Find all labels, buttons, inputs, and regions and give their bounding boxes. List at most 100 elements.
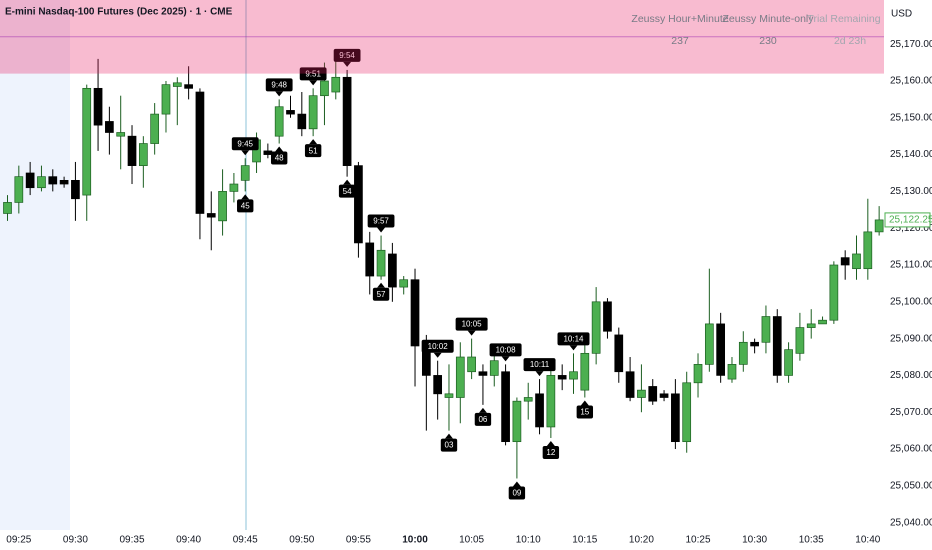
candle-body (795, 327, 805, 354)
candle-body (93, 87, 103, 126)
candle-body (320, 80, 329, 97)
candle-body (127, 135, 137, 166)
candle-body (863, 231, 873, 270)
annotation-box (455, 317, 488, 331)
candle-body (184, 84, 193, 89)
candle-body (105, 121, 114, 133)
candle-body (206, 213, 216, 218)
candle-body (444, 393, 454, 398)
annotation-pointer (241, 150, 250, 156)
annotation-pointer (467, 330, 476, 336)
y-tick-label: 25,160.00 (890, 76, 932, 87)
annotation-label: 9:48 (271, 80, 287, 89)
candle-body (410, 279, 420, 347)
y-tick-label: 25,060.00 (890, 444, 932, 455)
candle-body (738, 341, 748, 365)
annotation-box (304, 144, 322, 158)
candle-body (467, 356, 476, 373)
annotation-box (440, 438, 458, 452)
annotation-label: 54 (343, 187, 352, 196)
y-tick-label: 25,140.00 (890, 149, 932, 160)
x-tick-label: 10:40 (855, 535, 880, 546)
candle-body (263, 150, 273, 155)
candle-body (569, 371, 578, 380)
annotation-box (474, 412, 492, 426)
x-tick-label: 10:25 (686, 535, 711, 546)
annotation-pointer (377, 227, 386, 233)
table-value: 237 (671, 35, 689, 47)
annotation-pointer (275, 91, 284, 97)
annotation-box (372, 287, 390, 301)
x-tick-label: 10:30 (742, 535, 767, 546)
candle-body (286, 110, 295, 115)
candle-body (682, 382, 692, 443)
annotation-label: 10:14 (563, 334, 584, 343)
candle-body (852, 253, 861, 270)
y-tick-label: 25,090.00 (890, 333, 932, 344)
x-tick-label: 09:25 (6, 535, 31, 546)
annotation-box (508, 486, 526, 500)
annotation-label: 03 (445, 441, 454, 450)
annotation-label: 51 (309, 146, 318, 155)
annotation-box (367, 214, 395, 228)
annotation-pointer (309, 139, 318, 145)
candle-body (489, 360, 499, 376)
candle-body (399, 279, 409, 288)
candle-body (478, 371, 488, 376)
candle-body (580, 352, 590, 391)
candle-body (354, 165, 363, 244)
candle-body (512, 400, 522, 443)
chart-title: E-mini Nasdaq-100 Futures (Dec 2025) · 1… (5, 7, 233, 18)
candle-body (71, 179, 80, 200)
candle-body (297, 113, 307, 130)
annotation-pointer (512, 481, 521, 487)
y-tick-label: 25,170.00 (890, 39, 932, 50)
premarket-shading (0, 0, 70, 530)
candle-body (818, 319, 827, 325)
x-tick-label: 10:20 (629, 535, 654, 546)
candle-body (229, 183, 239, 192)
annotation-label: 10:08 (496, 345, 517, 354)
annotation-box (542, 445, 560, 459)
x-tick-label: 10:15 (572, 535, 597, 546)
candle-body (116, 132, 126, 137)
candle-body (840, 257, 850, 266)
annotation-pointer (546, 440, 555, 446)
x-tick-label: 09:50 (289, 535, 314, 546)
candle-body (603, 301, 612, 332)
annotation-label: 48 (275, 154, 284, 163)
y-tick-label: 25,050.00 (890, 480, 932, 491)
candle-body (806, 323, 816, 328)
annotation-label: 9:45 (237, 139, 253, 148)
x-tick-label: 09:30 (63, 535, 88, 546)
annotation-box (265, 78, 293, 92)
table-header: Zeussy Minute-only (722, 13, 814, 25)
candle-body (455, 356, 465, 398)
candle-body (25, 172, 35, 189)
candle-body (648, 386, 658, 402)
candle-body (48, 176, 58, 185)
annotation-box (523, 358, 556, 372)
candle-body (727, 364, 737, 380)
candle-body (704, 323, 714, 365)
last-price-box (884, 212, 931, 228)
annotation-pointer (241, 194, 250, 200)
table-header: Trial Remaining (807, 13, 880, 25)
x-tick-label: 10:35 (799, 535, 824, 546)
candle-body (82, 87, 92, 196)
annotation-label: 9:51 (305, 69, 321, 78)
candle-body (546, 375, 556, 428)
annotation-box (489, 343, 522, 357)
annotation-label: 10:05 (462, 320, 483, 329)
annotation-pointer (309, 80, 318, 86)
annotation-label: 10:02 (428, 342, 449, 351)
plot-area (3, 55, 884, 479)
annotation-label: 12 (546, 448, 555, 457)
annotation-box (299, 67, 327, 81)
candle-body (3, 202, 12, 214)
candle-body (172, 82, 182, 87)
annotation-label: 57 (377, 290, 386, 299)
x-tick-label: 09:45 (233, 535, 258, 546)
candle-body (218, 191, 227, 222)
y-tick-label: 25,100.00 (890, 296, 932, 307)
